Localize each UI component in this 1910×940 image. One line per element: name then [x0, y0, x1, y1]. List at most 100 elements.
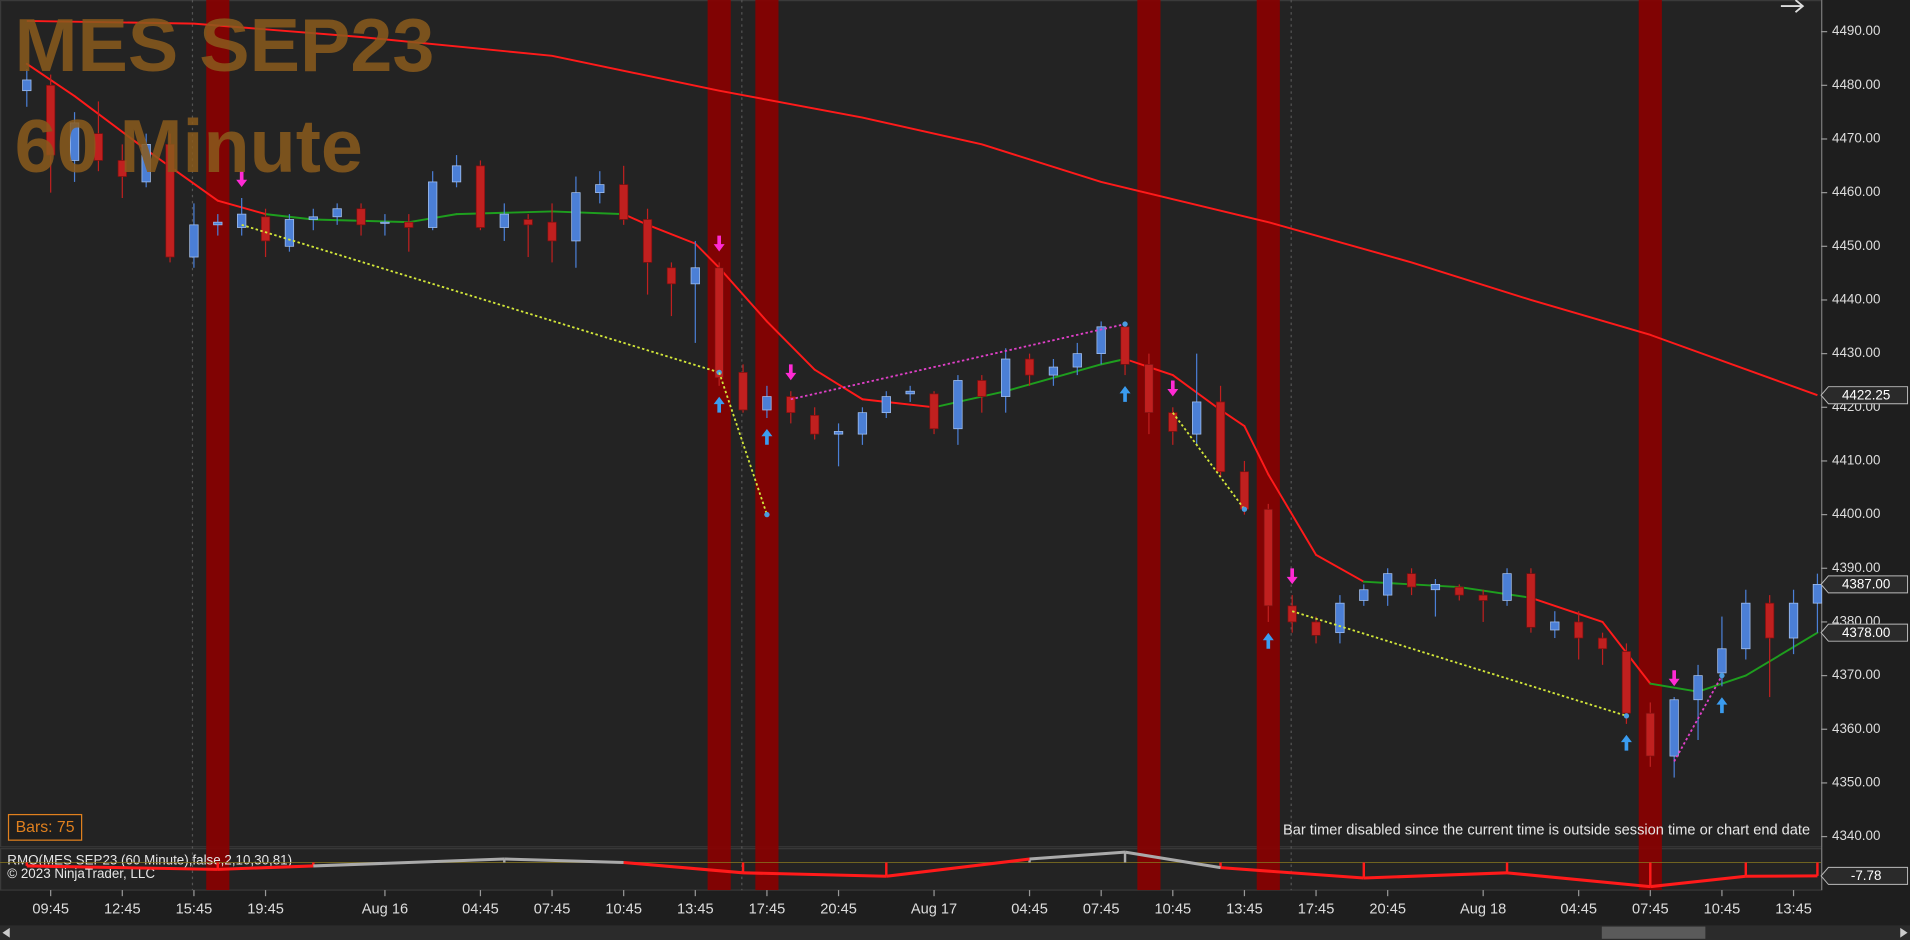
- candle-body: [1263, 508, 1273, 607]
- candle-body: [1526, 573, 1536, 628]
- fast-ma-segment: [646, 223, 697, 245]
- candle-body: [666, 267, 677, 285]
- candle-body: [93, 133, 104, 161]
- up-arrow: [1620, 734, 1632, 751]
- indicator-line: [886, 857, 1030, 878]
- fast-ma-segment: [933, 390, 1007, 409]
- candle-body: [1597, 637, 1608, 650]
- y-tick-label: 4450.00: [1832, 238, 1880, 253]
- candle-body: [619, 184, 629, 220]
- candle-body: [332, 208, 342, 218]
- fast-ma-segment: [1458, 586, 1532, 599]
- candle-body: [881, 396, 891, 414]
- overlay: [236, 171, 1728, 762]
- candle-body: [428, 181, 438, 228]
- scrollbar-thumb[interactable]: [1601, 926, 1706, 939]
- price-marker-label: 4387.00: [1842, 577, 1890, 592]
- x-tick-label: 13:45: [1775, 901, 1812, 917]
- indicator-line: [504, 857, 624, 864]
- candle-body: [1120, 326, 1130, 365]
- x-tick-label: 09:45: [32, 901, 69, 917]
- indicator-line: [1029, 850, 1126, 861]
- x-tick-label: 07:45: [1083, 901, 1120, 917]
- scrollbar[interactable]: [0, 925, 1910, 940]
- y-tick-label: 4470.00: [1832, 131, 1880, 146]
- chart-title: MES SEP23: [15, 3, 435, 87]
- candle-body: [547, 221, 557, 242]
- x-tick-label: 04:45: [1560, 901, 1597, 917]
- highlight-bands: [206, 0, 1662, 891]
- price-marker-label: 4422.25: [1842, 387, 1890, 402]
- y-tick-label: 4480.00: [1832, 77, 1880, 92]
- candle-body: [1454, 586, 1464, 596]
- candle-body: [857, 412, 868, 435]
- y-tick-label: 4430.00: [1832, 345, 1880, 360]
- candle-body: [1430, 584, 1441, 591]
- x-tick-label: 13:45: [1226, 901, 1263, 917]
- candle-body: [213, 221, 223, 226]
- candle-body: [1741, 602, 1751, 650]
- candle-body: [1574, 621, 1584, 639]
- price-marker-label: -7.78: [1851, 868, 1882, 883]
- up-arrow: [1119, 386, 1131, 402]
- scroll-right[interactable]: [1900, 927, 1908, 938]
- x-tick-label: 17:45: [1298, 901, 1335, 917]
- highlight-band: [206, 0, 230, 891]
- fast-ma-segment: [718, 266, 768, 323]
- candle-body: [1669, 699, 1679, 757]
- price-marker: [1820, 866, 1909, 885]
- candle-body: [953, 380, 963, 430]
- candle-body: [1812, 584, 1823, 604]
- down-arrow: [713, 235, 725, 252]
- candle-body: [1001, 358, 1011, 397]
- fast-ma-segment: [694, 242, 721, 269]
- candle-body: [833, 431, 844, 435]
- y-tick-label: 4360.00: [1832, 721, 1880, 736]
- candle-body: [69, 122, 80, 161]
- candle-body: [189, 224, 199, 258]
- bars-label: Bars: 75: [16, 819, 75, 836]
- candle-body: [1024, 358, 1035, 376]
- highlight-band: [1638, 0, 1662, 891]
- indicator-line: [623, 860, 744, 875]
- candle-body: [117, 160, 127, 177]
- y-tick-label: 4400.00: [1832, 506, 1880, 521]
- fast-ma-segment: [73, 95, 148, 151]
- timer-text: Bar timer disabled since the current tim…: [1283, 822, 1810, 838]
- down-arrow: [785, 364, 797, 381]
- candle-body: [929, 393, 939, 430]
- price-marker-label: 4378.00: [1842, 625, 1890, 640]
- x-tick-label: Aug 18: [1460, 901, 1506, 917]
- candle-body: [1192, 401, 1202, 435]
- candle-body: [1287, 605, 1297, 623]
- candle-body: [260, 216, 271, 242]
- scroll-arrow[interactable]: [1780, 0, 1805, 13]
- up-arrow: [1716, 697, 1728, 714]
- scroll-left[interactable]: [2, 927, 10, 938]
- x-tick-label: 10:45: [605, 901, 642, 917]
- candle-body: [905, 390, 915, 395]
- candle-body: [1502, 573, 1512, 601]
- x-tick-label: Aug 16: [362, 901, 408, 917]
- x-tick-label: 07:45: [1632, 901, 1669, 917]
- candle-body: [810, 414, 820, 435]
- trend-end: [1122, 321, 1128, 327]
- candle-body: [22, 79, 32, 92]
- indicator-line: [1220, 866, 1364, 880]
- candle-body: [1215, 401, 1226, 473]
- trend-end: [1623, 713, 1630, 719]
- x-tick-label: 13:45: [677, 901, 714, 917]
- candle-body: [1168, 412, 1178, 432]
- slow-ma: [26, 19, 1818, 397]
- trend-end: [764, 511, 770, 518]
- x-tick-label: 10:45: [1704, 901, 1741, 917]
- trend-line: [1172, 412, 1246, 510]
- candle-body: [1048, 366, 1059, 376]
- y-tick-label: 4410.00: [1832, 452, 1880, 467]
- x-tick-label: 20:45: [820, 901, 857, 917]
- fast-ma-segment: [1243, 425, 1270, 476]
- down-arrow: [1167, 380, 1179, 397]
- plot-area: [0, 0, 1823, 848]
